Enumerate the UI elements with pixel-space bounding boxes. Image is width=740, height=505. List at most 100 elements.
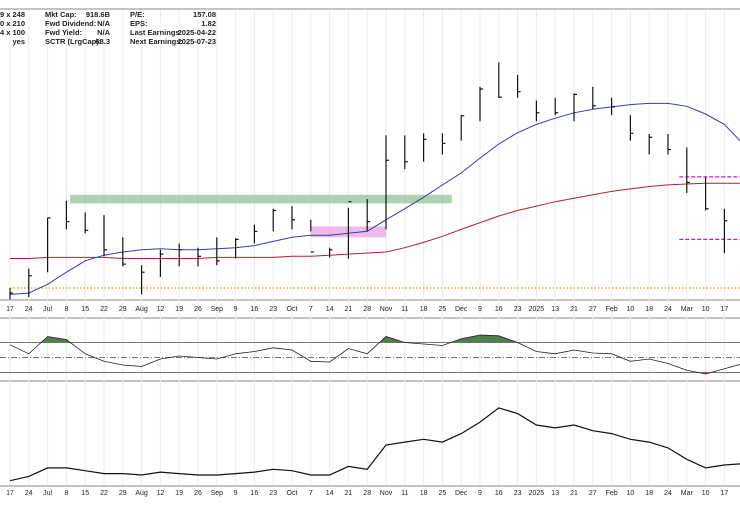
x-tick-label: 25 — [439, 306, 447, 313]
stat-label: Fwd Dividend: — [45, 19, 96, 28]
x-tick-label: 19 — [175, 490, 183, 497]
x-tick-label: 14 — [326, 490, 334, 497]
stat-label: Last Earnings: — [130, 28, 182, 37]
x-tick-label: 27 — [589, 490, 597, 497]
x-tick-label: 29 — [119, 306, 127, 313]
x-tick-label: 11 — [401, 306, 408, 313]
x-tick-label: Feb — [606, 306, 618, 313]
x-tick-label: 7 — [309, 306, 313, 313]
x-tick-label: 25 — [439, 490, 447, 497]
x-tick-label: 12 — [157, 490, 165, 497]
x-tick-label: 21 — [570, 306, 578, 313]
x-tick-label: Mar — [681, 490, 694, 497]
x-tick-label: 18 — [645, 306, 653, 313]
x-tick-label: 2025 — [529, 306, 545, 313]
x-tick-label: Nov — [380, 490, 393, 497]
x-tick-label: 2025 — [529, 490, 545, 497]
relative-line — [9, 407, 740, 482]
x-tick-label: 16 — [251, 490, 259, 497]
x-tick-label: 9 — [234, 306, 238, 313]
x-tick-label: Nov — [380, 306, 393, 313]
x-tick-label: 17 — [6, 306, 14, 313]
x-tick-label: 11 — [401, 490, 408, 497]
x-tick-label: 10 — [702, 306, 710, 313]
x-tick-label: 10 — [627, 490, 635, 497]
x-tick-label: 14 — [326, 306, 334, 313]
plot: 17 17 24 24 Jul Jul 8 8 15 15 22 22 29 29 Aug Aug 12 12 19… — [0, 10, 740, 497]
moving-average — [10, 182, 740, 259]
stat-value: 2025-04-22 — [178, 28, 216, 37]
stat-value: 918.6B — [86, 10, 111, 19]
x-tick-label: 16 — [495, 490, 503, 497]
x-tick-label: 17 — [6, 490, 14, 497]
x-tick-label: 15 — [81, 490, 89, 497]
x-tick-label: 28 — [363, 306, 371, 313]
header-text: yes — [12, 37, 25, 46]
stat-label: Mkt Cap: — [45, 10, 77, 19]
x-tick-label: Jul — [43, 490, 52, 497]
header-text: 9 x 248 — [0, 10, 25, 19]
x-tick-label: 19 — [175, 306, 183, 313]
stat-value: 157.08 — [193, 10, 216, 19]
stat-label: SCTR (LrgCap): — [45, 37, 101, 46]
x-tick-label: 24 — [664, 490, 672, 497]
x-tick-label: 26 — [194, 306, 202, 313]
x-tick-label: 24 — [664, 306, 672, 313]
x-tick-label: 18 — [420, 490, 428, 497]
x-tick-label: 16 — [495, 306, 503, 313]
x-tick-label: 7 — [309, 490, 313, 497]
x-tick-label: 9 — [478, 306, 482, 313]
x-tick-label: 28 — [363, 490, 371, 497]
stat-label: Next Earnings: — [130, 37, 183, 46]
x-tick-label: Oct — [287, 306, 298, 313]
stat-value: 2025-07-23 — [178, 37, 216, 46]
x-tick-label: Feb — [606, 490, 618, 497]
x-tick-label: Dec — [455, 490, 468, 497]
oscillator-line — [9, 334, 740, 375]
zone — [70, 194, 452, 204]
x-tick-label: 10 — [627, 306, 635, 313]
x-tick-label: 10 — [702, 490, 710, 497]
x-tick-label: 18 — [420, 306, 428, 313]
x-tick-label: 24 — [25, 490, 33, 497]
x-tick-label: Jul — [43, 306, 52, 313]
x-tick-label: 8 — [64, 306, 68, 313]
x-tick-label: Mar — [681, 306, 694, 313]
x-tick-label: 13 — [551, 490, 559, 497]
stat-value: N/A — [97, 19, 111, 28]
x-tick-label: 12 — [157, 306, 165, 313]
header-text: 4 x 100 — [0, 28, 25, 37]
stat-label: P/E: — [130, 10, 145, 19]
stat-label: EPS: — [130, 19, 148, 28]
x-tick-label: Sep — [211, 306, 224, 313]
x-tick-label: 17 — [721, 490, 729, 497]
stat-value: 68.3 — [95, 37, 110, 46]
stat-value: 1.82 — [201, 19, 216, 28]
stat-value: N/A — [97, 28, 111, 37]
x-tick-label: 21 — [570, 490, 578, 497]
x-tick-label: 27 — [589, 306, 597, 313]
x-tick-label: 29 — [119, 490, 127, 497]
x-tick-label: 23 — [514, 306, 522, 313]
x-tick-label: 17 — [721, 306, 729, 313]
x-tick-label: 16 — [251, 306, 259, 313]
x-tick-label: 24 — [25, 306, 33, 313]
x-tick-label: 9 — [234, 490, 238, 497]
header-text: 0 x 210 — [0, 19, 25, 28]
x-tick-label: Sep — [211, 490, 224, 497]
x-tick-label: 23 — [514, 490, 522, 497]
x-tick-label: 21 — [345, 490, 353, 497]
x-tick-label: 15 — [81, 306, 89, 313]
x-tick-label: 23 — [269, 490, 277, 497]
x-tick-label: 22 — [100, 490, 108, 497]
x-tick-label: 26 — [194, 490, 202, 497]
x-tick-label: 22 — [100, 306, 108, 313]
stat-label: Fwd Yield: — [45, 28, 82, 37]
x-tick-label: Aug — [135, 490, 148, 497]
moving-average — [9, 102, 740, 295]
x-tick-label: 9 — [478, 490, 482, 497]
x-tick-label: Dec — [455, 306, 468, 313]
x-tick-label: 21 — [345, 306, 353, 313]
